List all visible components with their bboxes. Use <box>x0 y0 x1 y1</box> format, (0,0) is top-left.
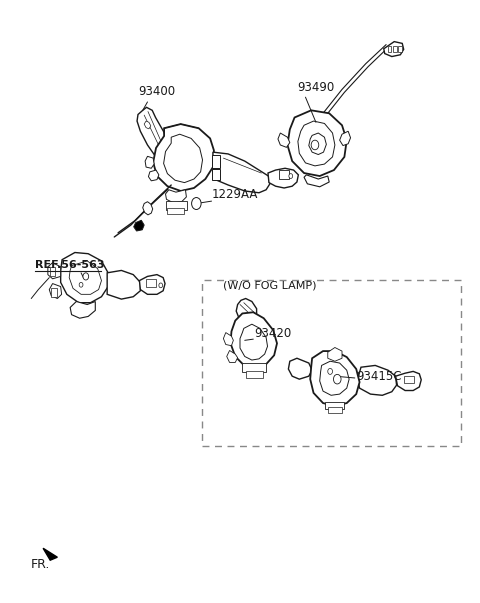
Polygon shape <box>166 190 186 203</box>
Text: 93490: 93490 <box>297 81 334 93</box>
Polygon shape <box>107 270 140 299</box>
Polygon shape <box>268 168 299 188</box>
Bar <box>212 155 220 168</box>
Polygon shape <box>70 302 96 318</box>
Polygon shape <box>320 361 349 396</box>
Bar <box>279 170 289 179</box>
Circle shape <box>159 283 163 288</box>
Text: 1229AA: 1229AA <box>212 188 258 201</box>
Polygon shape <box>213 152 270 193</box>
Circle shape <box>328 368 333 374</box>
Polygon shape <box>328 347 342 361</box>
Polygon shape <box>145 156 154 168</box>
Bar <box>388 46 391 52</box>
Polygon shape <box>384 42 404 57</box>
Polygon shape <box>148 170 159 181</box>
Circle shape <box>289 174 293 178</box>
Polygon shape <box>310 351 360 406</box>
Polygon shape <box>288 358 312 379</box>
Bar <box>246 371 263 378</box>
Polygon shape <box>137 107 170 159</box>
Bar <box>325 402 344 409</box>
Bar <box>398 46 402 52</box>
Polygon shape <box>236 298 257 326</box>
Polygon shape <box>396 371 421 391</box>
Bar <box>393 46 396 52</box>
Circle shape <box>83 273 89 280</box>
Polygon shape <box>153 124 214 191</box>
Circle shape <box>311 140 319 150</box>
Polygon shape <box>298 121 335 166</box>
Text: 93415C: 93415C <box>356 370 402 383</box>
Bar <box>328 407 342 413</box>
Polygon shape <box>69 261 101 294</box>
Text: REF.56-563: REF.56-563 <box>35 260 105 270</box>
Polygon shape <box>48 263 60 279</box>
Polygon shape <box>340 131 350 145</box>
Bar <box>50 267 56 276</box>
Polygon shape <box>164 134 203 183</box>
Polygon shape <box>240 324 267 360</box>
Polygon shape <box>288 110 347 176</box>
Polygon shape <box>278 133 290 147</box>
Circle shape <box>334 374 341 384</box>
Text: 93400: 93400 <box>138 86 175 98</box>
Bar <box>168 207 184 213</box>
Bar <box>51 288 57 297</box>
Circle shape <box>79 282 83 287</box>
Polygon shape <box>143 202 153 215</box>
Polygon shape <box>139 274 165 294</box>
Text: FR.: FR. <box>31 558 50 571</box>
Bar <box>146 279 156 287</box>
Polygon shape <box>223 333 233 346</box>
Polygon shape <box>230 312 277 368</box>
Polygon shape <box>49 283 61 298</box>
Polygon shape <box>227 350 238 362</box>
Bar <box>404 376 414 384</box>
Bar <box>166 201 187 210</box>
Polygon shape <box>309 133 326 154</box>
Polygon shape <box>60 253 108 303</box>
Text: 93420: 93420 <box>254 327 291 339</box>
Polygon shape <box>43 548 57 560</box>
Bar <box>242 363 266 372</box>
Polygon shape <box>134 220 144 231</box>
Bar <box>202 280 461 446</box>
Polygon shape <box>144 121 151 129</box>
Bar <box>212 169 220 180</box>
Polygon shape <box>158 142 166 150</box>
Polygon shape <box>304 175 329 187</box>
Polygon shape <box>358 365 396 396</box>
Circle shape <box>192 198 201 209</box>
Text: (W/O FOG LAMP): (W/O FOG LAMP) <box>223 281 317 291</box>
